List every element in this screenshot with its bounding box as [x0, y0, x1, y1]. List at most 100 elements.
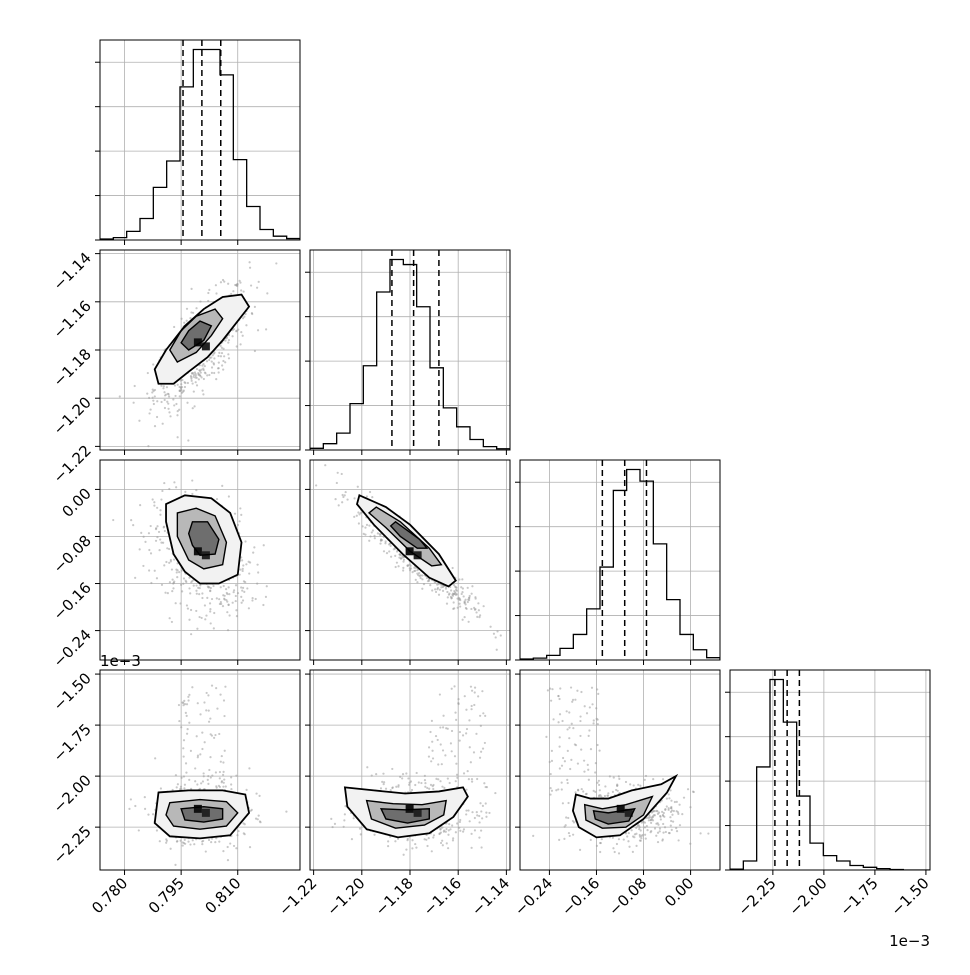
scatter-point: [385, 540, 387, 542]
scatter-point: [474, 687, 476, 689]
scatter-point: [206, 597, 208, 599]
scatter-point: [671, 829, 673, 831]
scatter-point: [396, 562, 398, 564]
scatter-point: [251, 599, 253, 601]
scatter-point: [184, 839, 186, 841]
scatter-point: [194, 780, 196, 782]
scatter-point: [475, 733, 477, 735]
histogram-bar: [743, 861, 756, 870]
scatter-point: [591, 703, 593, 705]
scatter-point: [550, 787, 552, 789]
scatter-point: [152, 813, 154, 815]
scatter-point: [372, 529, 374, 531]
scatter-point: [195, 375, 197, 377]
scatter-point: [240, 586, 242, 588]
scatter-point: [561, 788, 563, 790]
scatter-point: [629, 783, 631, 785]
scatter-point: [181, 569, 183, 571]
scatter-point: [393, 548, 395, 550]
scatter-point: [437, 739, 439, 741]
scatter-point: [242, 570, 244, 572]
scatter-point: [664, 808, 666, 810]
scatter-point: [463, 595, 465, 597]
scatter-point: [343, 819, 345, 821]
scatter-point: [134, 385, 136, 387]
scatter-point: [431, 720, 433, 722]
scatter-point: [485, 786, 487, 788]
scatter-point: [147, 445, 149, 447]
scatter-point: [432, 836, 434, 838]
scatter-point: [167, 403, 169, 405]
scatter-point: [236, 834, 238, 836]
scatter-point: [208, 359, 210, 361]
scatter-point: [386, 552, 388, 554]
scatter-point: [557, 788, 559, 790]
scatter-point: [442, 844, 444, 846]
scatter-point: [595, 707, 597, 709]
scatter-point: [203, 378, 205, 380]
scatter-point: [152, 388, 154, 390]
scatter-point: [190, 750, 192, 752]
scatter-point: [353, 497, 355, 499]
scatter-point: [460, 586, 462, 588]
scatter-point: [228, 614, 230, 616]
scatter-point: [587, 769, 589, 771]
scatter-point: [570, 686, 572, 688]
scatter-point: [571, 723, 573, 725]
scatter-point: [591, 687, 593, 689]
scatter-point: [673, 810, 675, 812]
scatter-point: [462, 619, 464, 621]
scatter-point: [674, 801, 676, 803]
scatter-point: [210, 622, 212, 624]
scatter-point: [428, 746, 430, 748]
histogram-bar: [323, 444, 336, 450]
scatter-point: [467, 601, 469, 603]
scatter-point: [451, 597, 453, 599]
scatter-point: [419, 574, 421, 576]
scatter-point: [194, 767, 196, 769]
scatter-point: [205, 614, 207, 616]
scatter-point: [156, 525, 158, 527]
scatter-point: [192, 407, 194, 409]
scatter-point: [391, 787, 393, 789]
scatter-point: [395, 786, 397, 788]
scatter-point: [208, 769, 210, 771]
scatter-point: [346, 498, 348, 500]
scatter-point: [242, 587, 244, 589]
scatter-point: [192, 382, 194, 384]
scatter-point: [254, 350, 256, 352]
scatter-point: [414, 570, 416, 572]
histogram-bar: [430, 368, 443, 450]
scatter-point: [662, 823, 664, 825]
scatter-point: [594, 771, 596, 773]
histogram-bar: [587, 609, 600, 660]
scatter-point: [371, 531, 373, 533]
scatter-point: [175, 403, 177, 405]
scatter-point: [188, 694, 190, 696]
scatter-point: [130, 798, 132, 800]
scatter-point: [234, 513, 236, 515]
scatter-point: [561, 782, 563, 784]
scatter-point: [678, 839, 680, 841]
histogram-bar: [783, 722, 796, 870]
scatter-point: [201, 748, 203, 750]
scatter-point: [402, 569, 404, 571]
scatter-point: [146, 393, 148, 395]
scatter-point: [447, 728, 449, 730]
scatter-point: [482, 747, 484, 749]
scatter-point: [549, 793, 551, 795]
scatter-point: [439, 589, 441, 591]
scatter-point: [119, 395, 121, 397]
scatter-point: [465, 789, 467, 791]
scatter-point: [224, 750, 226, 752]
scatter-point: [191, 580, 193, 582]
scatter-point: [383, 781, 385, 783]
scatter-point: [177, 384, 179, 386]
scatter-point: [337, 472, 339, 474]
scatter-point: [190, 633, 192, 635]
scatter-point: [446, 603, 448, 605]
scatter-point: [159, 538, 161, 540]
scatter-point: [242, 317, 244, 319]
scatter-point: [156, 507, 158, 509]
scatter-point: [450, 589, 452, 591]
